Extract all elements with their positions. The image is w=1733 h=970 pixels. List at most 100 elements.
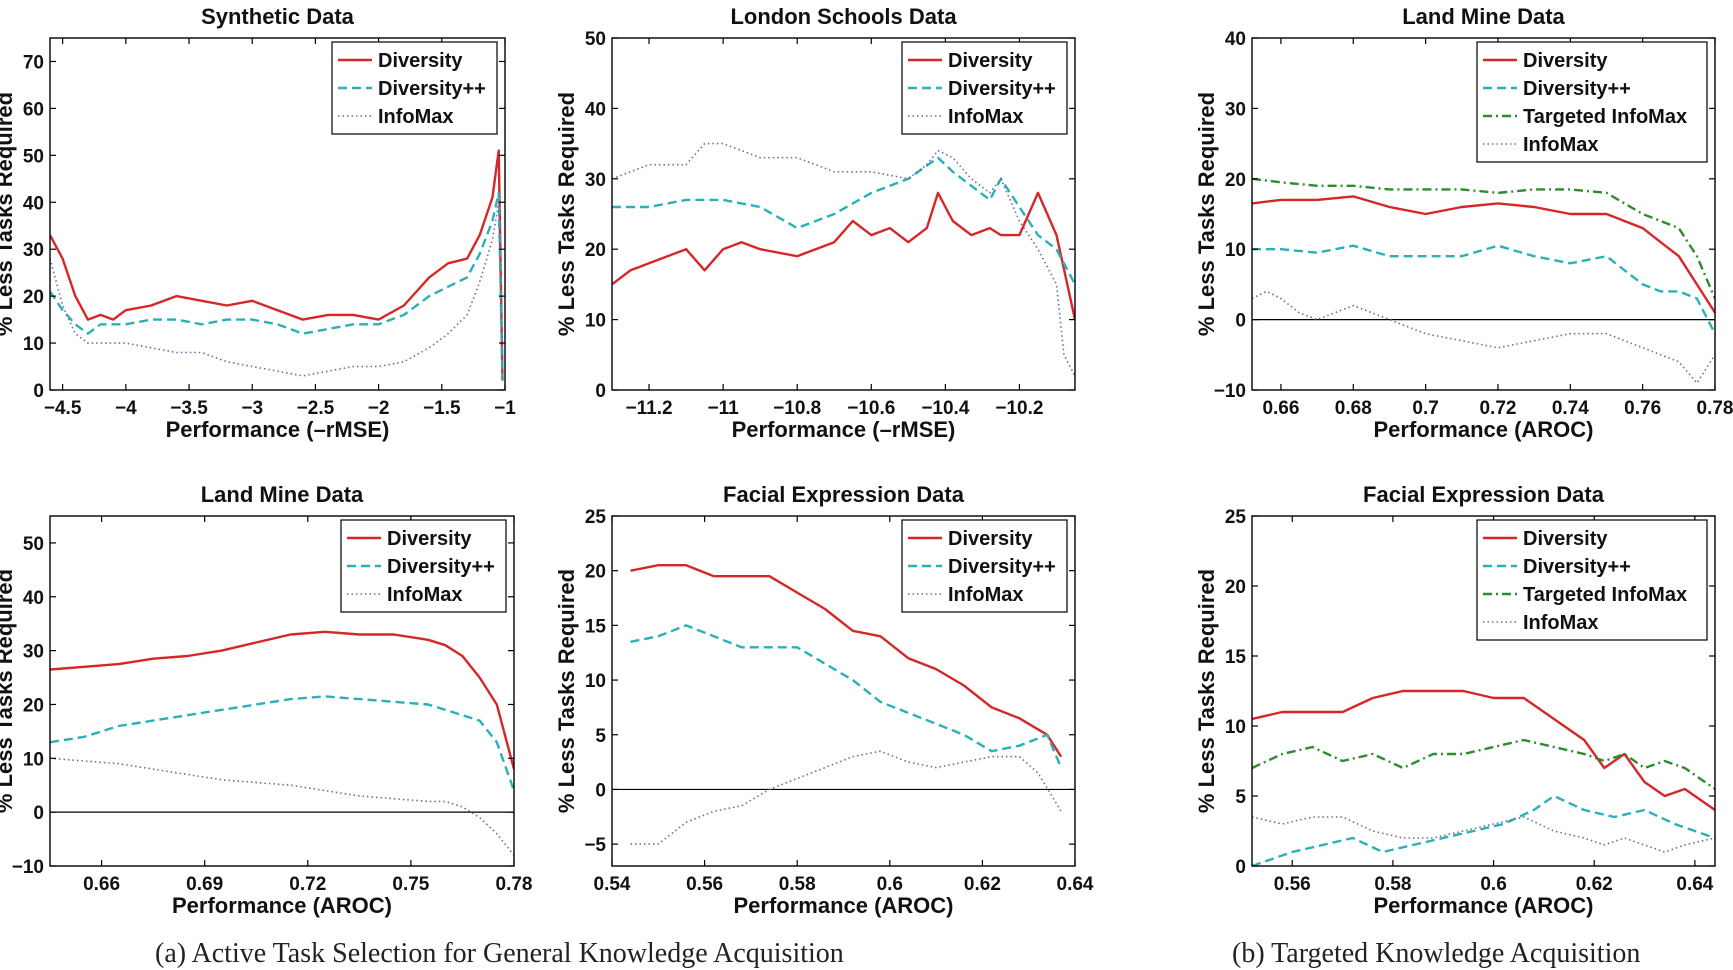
y-tick-label: 40: [23, 193, 44, 214]
y-axis-label: % Less Tasks Required: [1194, 569, 1219, 813]
x-tick-label: −11.2: [626, 398, 673, 419]
y-axis-label: % Less Tasks Required: [0, 569, 17, 813]
y-tick-label: 20: [23, 287, 44, 308]
legend-entry: Diversity++: [948, 78, 1056, 100]
x-tick-label: 0.68: [1335, 398, 1372, 419]
x-axis-label: Performance (AROC): [172, 893, 392, 918]
x-tick-label: −10.6: [847, 398, 895, 419]
chart-title: Synthetic Data: [201, 4, 355, 29]
legend: Diversity Diversity++ InfoMax: [901, 41, 1068, 135]
y-tick-label: 50: [23, 146, 44, 167]
x-tick-label: 0.78: [1697, 398, 1733, 419]
y-tick-label: 40: [585, 99, 606, 120]
series-line-diversity-: [1252, 244, 1715, 335]
y-tick-label: 20: [585, 240, 606, 261]
x-tick-label: 0.66: [1262, 398, 1299, 419]
series-group: [1252, 177, 1715, 384]
series-group: [612, 142, 1075, 377]
series-line-diversity-: [50, 695, 514, 792]
y-axis-label: % Less Tasks Required: [0, 92, 17, 336]
x-tick-label: 0.72: [1479, 398, 1516, 419]
series-line-diversity-: [1252, 794, 1715, 866]
series-line-diversity: [1252, 195, 1715, 314]
series-line-infomax: [50, 757, 514, 856]
chart-title: Facial Expression Data: [1363, 482, 1605, 507]
x-tick-label: 0.58: [1374, 874, 1411, 895]
legend-entry: InfoMax: [378, 106, 454, 128]
x-tick-label: −4: [115, 398, 137, 419]
x-tick-label: −10.8: [773, 398, 821, 419]
x-tick-label: 0.62: [964, 874, 1001, 895]
series-line-infomax: [1252, 816, 1715, 853]
x-tick-label: 0.7: [1412, 398, 1438, 419]
chart-title: London Schools Data: [730, 4, 957, 29]
chart-title: Facial Expression Data: [723, 482, 965, 507]
axes-frame: [1251, 37, 1716, 391]
legend: Diversity Diversity++ InfoMax: [901, 519, 1068, 613]
y-axis-label: % Less Tasks Required: [554, 92, 579, 336]
legend-entry: InfoMax: [948, 584, 1024, 606]
x-tick-label: 0.58: [779, 874, 816, 895]
caption-b: (b) Targeted Knowledge Acquisition: [1232, 938, 1641, 969]
y-tick-label: 25: [1225, 507, 1247, 528]
y-tick-label: 30: [1225, 99, 1246, 120]
y-tick-label: 10: [1225, 240, 1246, 261]
chart-panel-2: London Schools Data −11.2 −11 −10.8 −10.6 −10…: [554, 4, 1076, 442]
series-line-diversity-: [612, 156, 1075, 285]
legend-entry: Diversity: [948, 528, 1033, 550]
y-tick-label: 15: [1225, 647, 1247, 668]
y-tick-label: 50: [585, 29, 606, 50]
x-tick-label: −11: [708, 398, 740, 419]
legend-entry: Diversity: [1523, 528, 1608, 550]
legend-entry: Diversity++: [948, 556, 1056, 578]
legend-entry: Diversity++: [1523, 556, 1631, 578]
legend-entry: Diversity: [948, 50, 1033, 72]
series-group: [1252, 689, 1715, 866]
axes-frame: [611, 37, 1076, 391]
legend: Diversity Diversity++ InfoMax: [331, 41, 498, 135]
axes-frame: [611, 515, 1076, 867]
chart-title: Land Mine Data: [201, 482, 364, 507]
y-tick-label: 5: [1235, 787, 1246, 808]
y-tick-label: 20: [1225, 577, 1246, 598]
x-tick-label: −3: [241, 398, 263, 419]
series-group: [50, 149, 504, 381]
y-tick-label: 30: [23, 240, 44, 261]
y-tick-label: 60: [23, 99, 44, 120]
y-tick-label: 20: [23, 695, 44, 716]
x-tick-label: 0.64: [1676, 874, 1713, 895]
x-tick-label: −2: [368, 398, 390, 419]
y-tick-label: 70: [23, 52, 44, 73]
axes-frame: [49, 515, 515, 867]
legend-entry: Diversity++: [378, 78, 486, 100]
y-tick-label: 0: [595, 381, 606, 402]
x-tick-label: −10.2: [995, 398, 1043, 419]
y-tick-label: 10: [585, 311, 606, 332]
legend-entry: InfoMax: [948, 106, 1024, 128]
x-tick-label: 0.66: [83, 874, 120, 895]
chart-panel-4: Land Mine Data 0.66 0.69 0.72 0.75 0.78 −10 0 10…: [0, 482, 532, 918]
series-line-infomax: [50, 201, 504, 381]
series-group: [50, 630, 514, 856]
legend-box: [1476, 41, 1708, 163]
x-tick-label: 0.72: [289, 874, 326, 895]
x-tick-label: 0.64: [1057, 874, 1094, 895]
series-line-infomax: [1252, 290, 1715, 384]
series-line-diversity-: [630, 624, 1063, 769]
chart-panel-5: Facial Expression Data 0.54 0.56 0.58 0.6 0.6…: [554, 482, 1094, 918]
chart-panel-1: Synthetic Data −4.5 −4 −3.5 −3 −2.5 −2 −1.5 −1 0 1…: [0, 4, 516, 442]
x-tick-label: −1: [494, 398, 516, 419]
x-axis-label: Performance (AROC): [733, 893, 953, 918]
legend-entry: Diversity: [387, 528, 472, 550]
x-tick-label: 0.78: [496, 874, 533, 895]
y-tick-label: 30: [23, 642, 44, 663]
legend-box: [1476, 519, 1708, 641]
chart-panel-3: Land Mine Data 0.66 0.68 0.7 0.72 0.74 0.76 0.7…: [1194, 4, 1733, 442]
y-tick-label: 25: [585, 507, 607, 528]
y-tick-label: 10: [23, 749, 44, 770]
series-group: [630, 564, 1063, 845]
legend-entry: InfoMax: [1523, 612, 1599, 634]
legend-entry: Targeted InfoMax: [1523, 584, 1687, 606]
y-tick-label: 5: [595, 726, 606, 747]
x-tick-label: 0.69: [186, 874, 223, 895]
